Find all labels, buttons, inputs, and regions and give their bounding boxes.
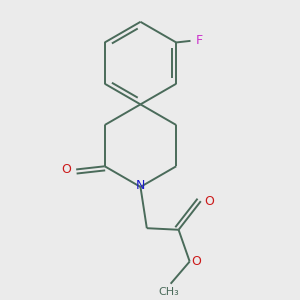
Text: O: O: [191, 255, 201, 268]
Text: N: N: [136, 179, 145, 192]
Text: O: O: [61, 163, 71, 176]
Text: F: F: [195, 34, 203, 47]
Text: O: O: [204, 195, 214, 208]
Text: CH₃: CH₃: [159, 287, 179, 297]
